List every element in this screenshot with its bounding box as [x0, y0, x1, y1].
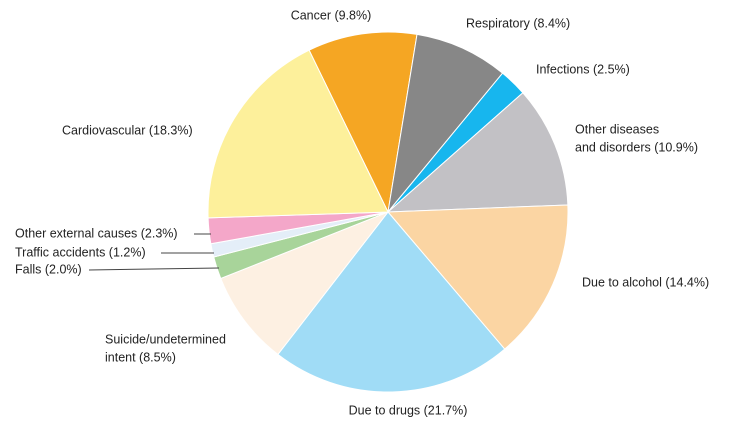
pie-slice: [308, 31, 418, 214]
pie-slice: [220, 210, 390, 356]
pie-slice: [386, 204, 569, 350]
slice-label: Other diseases: [575, 122, 659, 136]
pie-slice: [386, 92, 569, 213]
slice-label: Other external causes (2.3%): [15, 226, 178, 240]
slice-label: Infections (2.5%): [536, 62, 630, 76]
slice-label: intent (8.5%): [105, 350, 176, 364]
slice-label: Suicide/undetermined: [105, 332, 226, 346]
slice-label: and disorders (10.9%): [575, 140, 698, 154]
slice-label: Due to drugs (21.7%): [349, 403, 468, 417]
slice-label: Respiratory (8.4%): [466, 16, 570, 30]
pie-slice: [387, 33, 504, 214]
leader-line: [88, 267, 220, 271]
slice-label: Traffic accidents (1.2%): [15, 245, 146, 259]
pie-slice: [277, 211, 506, 393]
slice-label: Falls (2.0%): [15, 262, 82, 276]
pie-slice: [207, 49, 389, 219]
slice-label: Due to alcohol (14.4%): [582, 275, 709, 289]
slice-label: Cardiovascular (18.3%): [62, 123, 193, 137]
slice-label: Cancer (9.8%): [291, 8, 372, 22]
